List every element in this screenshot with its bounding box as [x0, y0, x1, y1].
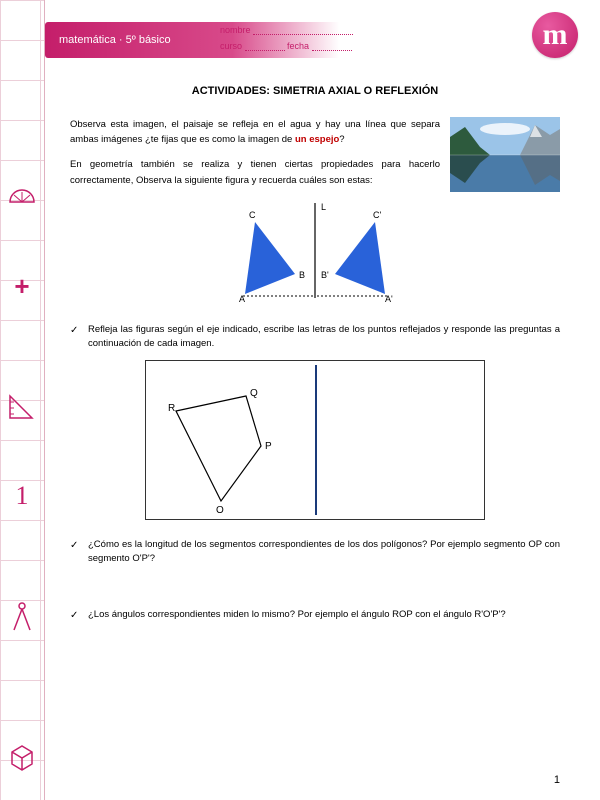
intro-p2: En geometría también se realiza y tienen… [70, 157, 440, 187]
header-fields: nombre curso fecha [220, 22, 353, 54]
pt-R: R [168, 403, 175, 414]
number-one-icon: 1 [6, 480, 38, 512]
question-1: ¿Cómo es la longitud de los segmentos co… [70, 538, 560, 567]
compass-icon [6, 600, 38, 632]
pt-B: B [299, 270, 305, 280]
pt-A: A [239, 294, 245, 304]
intro-text: Observa esta imagen, el paisaje se refle… [70, 117, 440, 192]
course-line [245, 43, 285, 51]
name-line [253, 27, 353, 35]
page-number: 1 [554, 774, 560, 786]
date-label: fecha [287, 41, 309, 51]
date-line [312, 43, 352, 51]
pt-Cp: C' [373, 210, 381, 220]
symmetry-figure: L A B C A' B' C' [70, 198, 560, 313]
sidebar-icons: + 1 [0, 0, 45, 800]
pt-C: C [249, 210, 256, 220]
pt-Bp: B' [321, 270, 329, 280]
exercise-box: R Q P O [145, 360, 485, 520]
axis-label: L [321, 202, 326, 212]
course-label: curso [220, 41, 242, 51]
protractor-icon [6, 180, 38, 212]
name-label: nombre [220, 25, 251, 35]
logo-letter: m [543, 18, 568, 52]
cube-icon [6, 740, 38, 772]
instruction-1: Refleja las figuras según el eje indicad… [70, 323, 560, 352]
plus-icon: + [6, 270, 38, 302]
subject-label: matemática · 5º básico [59, 34, 171, 46]
page-title: ACTIVIDADES: SIMETRIA AXIAL O REFLEXIÓN [70, 85, 560, 97]
question-2: ¿Los ángulos correspondientes miden lo m… [70, 608, 560, 622]
pt-O: O [216, 505, 224, 516]
pt-Q: Q [250, 388, 258, 399]
triangle-ruler-icon [6, 390, 38, 422]
intro-p1b: ? [339, 134, 344, 145]
answer-space-1 [70, 574, 560, 608]
intro-highlight: un espejo [295, 134, 339, 145]
intro-p1a: Observa esta imagen, el paisaje se refle… [70, 119, 440, 145]
pt-Ap: A' [385, 294, 393, 304]
lake-image [450, 117, 560, 192]
intro-row: Observa esta imagen, el paisaje se refle… [70, 117, 560, 192]
page-content: ACTIVIDADES: SIMETRIA AXIAL O REFLEXIÓN … [70, 85, 560, 630]
pt-P: P [265, 441, 272, 452]
brand-logo: m [532, 12, 578, 58]
